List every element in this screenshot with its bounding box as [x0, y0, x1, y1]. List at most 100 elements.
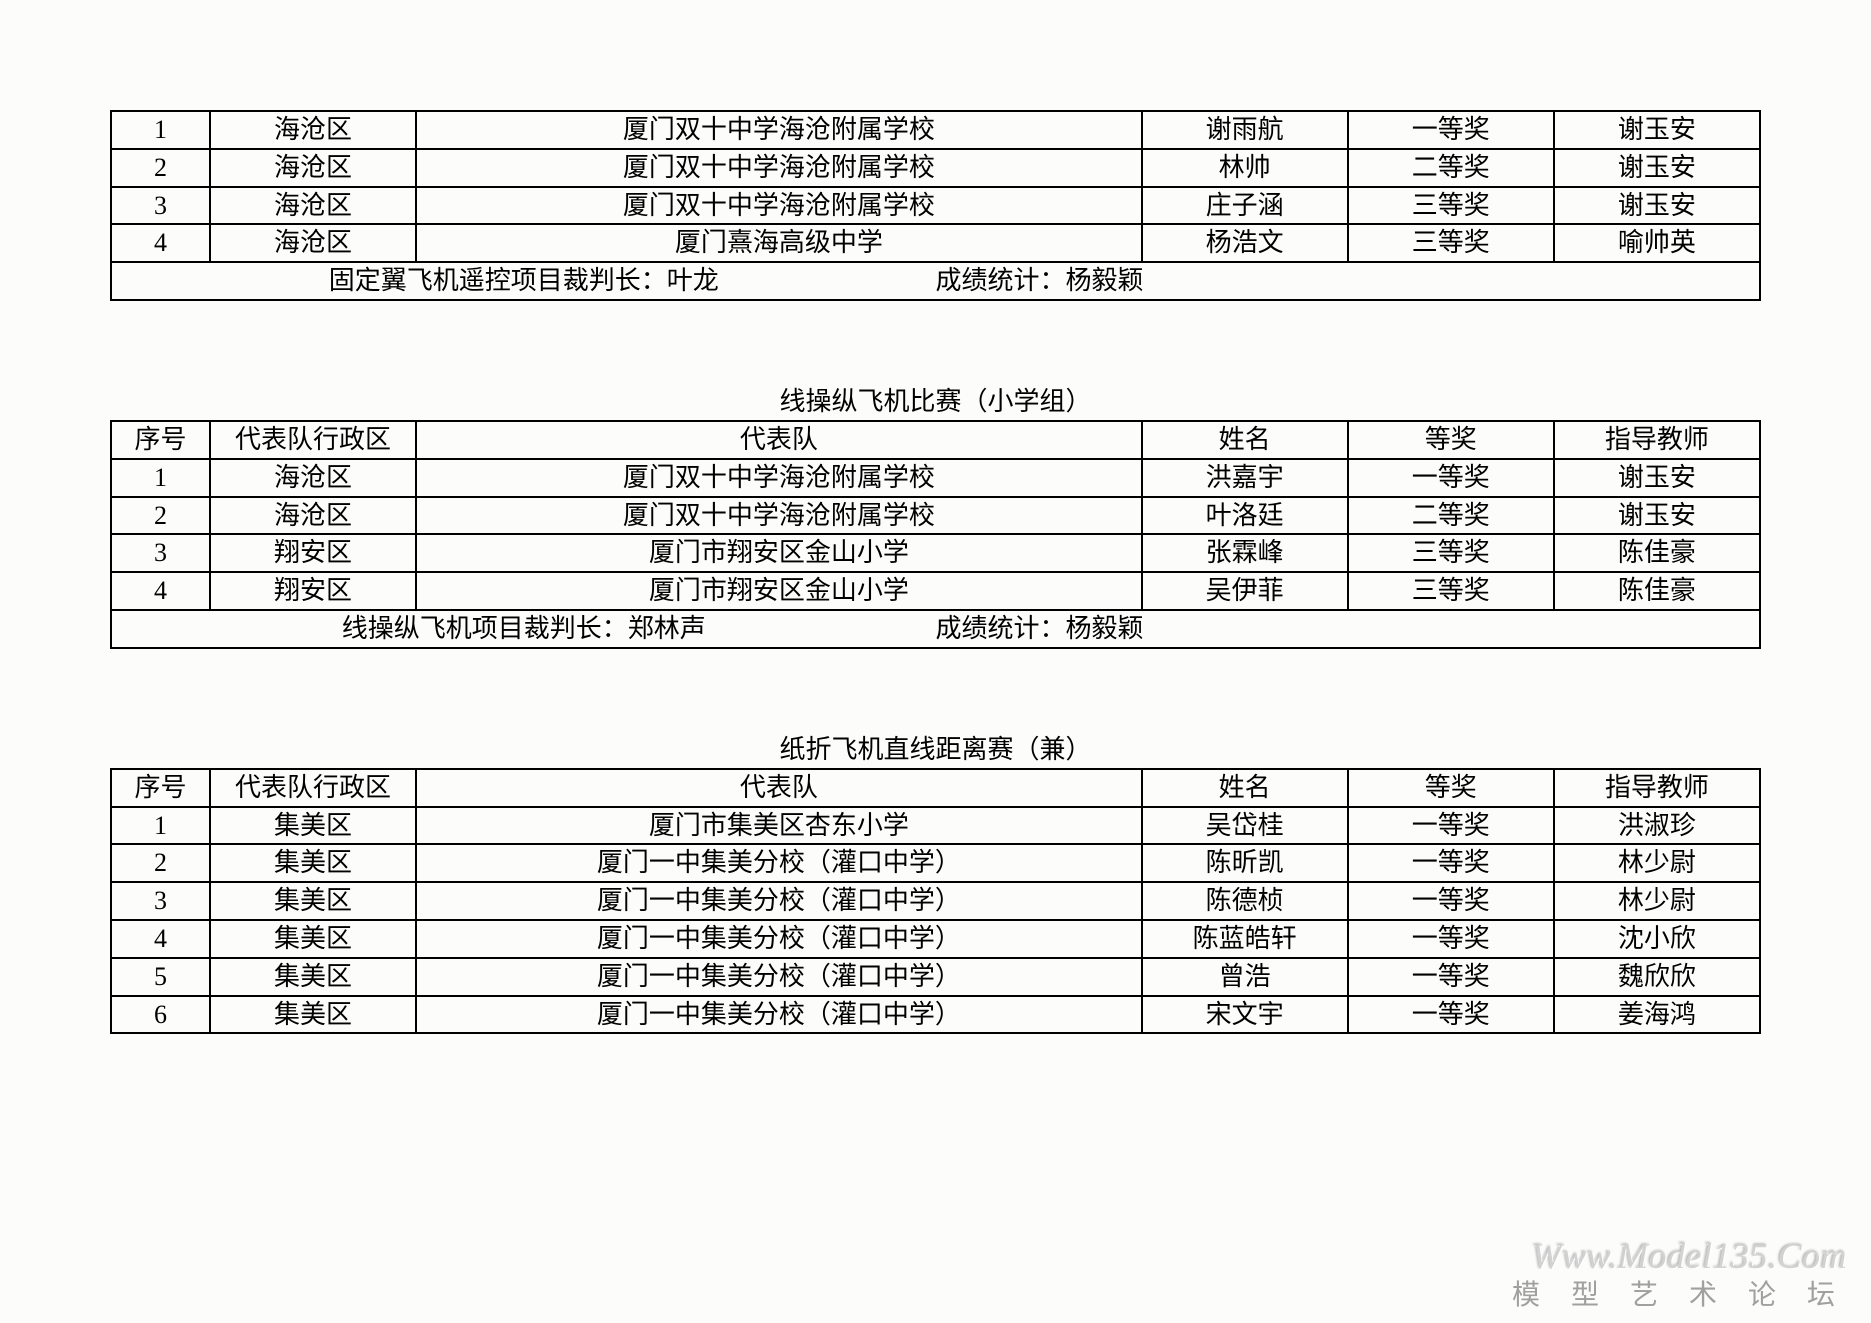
table-row: 2集美区厦门一中集美分校（灌口中学）陈昕凯一等奖林少尉 — [111, 844, 1760, 882]
footer-cell: 固定翼飞机遥控项目裁判长：叶龙成绩统计：杨毅颖 — [111, 262, 1760, 300]
cell-teacher: 沈小欣 — [1554, 920, 1760, 958]
cell-award: 三等奖 — [1348, 572, 1554, 610]
cell-name: 陈德桢 — [1142, 882, 1348, 920]
table-row: 1海沧区厦门双十中学海沧附属学校谢雨航一等奖谢玉安 — [111, 111, 1760, 149]
header-cell-teacher: 指导教师 — [1554, 769, 1760, 807]
cell-team: 厦门双十中学海沧附属学校 — [416, 497, 1142, 535]
cell-num: 4 — [111, 572, 210, 610]
cell-region: 翔安区 — [210, 534, 416, 572]
cell-name: 宋文宇 — [1142, 996, 1348, 1034]
cell-award: 三等奖 — [1348, 224, 1554, 262]
cell-name: 陈昕凯 — [1142, 844, 1348, 882]
cell-num: 3 — [111, 534, 210, 572]
cell-award: 二等奖 — [1348, 149, 1554, 187]
cell-name: 谢雨航 — [1142, 111, 1348, 149]
cell-team: 厦门一中集美分校（灌口中学） — [416, 920, 1142, 958]
results-table: 序号代表队行政区代表队姓名等奖指导教师1海沧区厦门双十中学海沧附属学校洪嘉宇一等… — [110, 420, 1761, 649]
table-footer-row: 固定翼飞机遥控项目裁判长：叶龙成绩统计：杨毅颖 — [111, 262, 1760, 300]
cell-award: 二等奖 — [1348, 497, 1554, 535]
header-cell-region: 代表队行政区 — [210, 769, 416, 807]
section-title: 纸折飞机直线距离赛（兼） — [110, 729, 1761, 766]
section-title: 线操纵飞机比赛（小学组） — [110, 381, 1761, 418]
cell-award: 一等奖 — [1348, 882, 1554, 920]
watermark-url: Www.Model135.Com — [1512, 1235, 1847, 1277]
footer-judge: 固定翼飞机遥控项目裁判长：叶龙 — [112, 264, 936, 298]
cell-num: 6 — [111, 996, 210, 1034]
cell-teacher: 谢玉安 — [1554, 459, 1760, 497]
header-cell-team: 代表队 — [416, 769, 1142, 807]
cell-teacher: 林少尉 — [1554, 844, 1760, 882]
cell-region: 集美区 — [210, 844, 416, 882]
cell-region: 翔安区 — [210, 572, 416, 610]
header-cell-region: 代表队行政区 — [210, 421, 416, 459]
results-table: 序号代表队行政区代表队姓名等奖指导教师1集美区厦门市集美区杏东小学吴岱桂一等奖洪… — [110, 768, 1761, 1035]
cell-region: 海沧区 — [210, 149, 416, 187]
table-row: 4翔安区厦门市翔安区金山小学吴伊菲三等奖陈佳豪 — [111, 572, 1760, 610]
cell-num: 4 — [111, 224, 210, 262]
cell-team: 厦门双十中学海沧附属学校 — [416, 149, 1142, 187]
cell-name: 洪嘉宇 — [1142, 459, 1348, 497]
cell-region: 集美区 — [210, 958, 416, 996]
cell-team: 厦门一中集美分校（灌口中学） — [416, 882, 1142, 920]
cell-name: 吴岱桂 — [1142, 807, 1348, 845]
cell-num: 3 — [111, 187, 210, 225]
header-cell-award: 等奖 — [1348, 769, 1554, 807]
cell-region: 海沧区 — [210, 459, 416, 497]
cell-award: 三等奖 — [1348, 534, 1554, 572]
cell-name: 张霖峰 — [1142, 534, 1348, 572]
cell-region: 集美区 — [210, 882, 416, 920]
results-table: 1海沧区厦门双十中学海沧附属学校谢雨航一等奖谢玉安2海沧区厦门双十中学海沧附属学… — [110, 110, 1761, 301]
header-cell-name: 姓名 — [1142, 421, 1348, 459]
table-row: 3翔安区厦门市翔安区金山小学张霖峰三等奖陈佳豪 — [111, 534, 1760, 572]
table-row: 1海沧区厦门双十中学海沧附属学校洪嘉宇一等奖谢玉安 — [111, 459, 1760, 497]
cell-region: 海沧区 — [210, 224, 416, 262]
cell-award: 三等奖 — [1348, 187, 1554, 225]
table-header-row: 序号代表队行政区代表队姓名等奖指导教师 — [111, 769, 1760, 807]
cell-teacher: 谢玉安 — [1554, 111, 1760, 149]
cell-team: 厦门一中集美分校（灌口中学） — [416, 996, 1142, 1034]
footer-cell: 线操纵飞机项目裁判长：郑林声成绩统计：杨毅颖 — [111, 610, 1760, 648]
cell-teacher: 洪淑珍 — [1554, 807, 1760, 845]
table-footer-row: 线操纵飞机项目裁判长：郑林声成绩统计：杨毅颖 — [111, 610, 1760, 648]
cell-teacher: 陈佳豪 — [1554, 534, 1760, 572]
cell-award: 一等奖 — [1348, 807, 1554, 845]
cell-award: 一等奖 — [1348, 958, 1554, 996]
cell-teacher: 林少尉 — [1554, 882, 1760, 920]
cell-name: 杨浩文 — [1142, 224, 1348, 262]
cell-award: 一等奖 — [1348, 920, 1554, 958]
cell-num: 1 — [111, 807, 210, 845]
header-cell-teacher: 指导教师 — [1554, 421, 1760, 459]
header-cell-num: 序号 — [111, 769, 210, 807]
cell-team: 厦门市集美区杏东小学 — [416, 807, 1142, 845]
table-row: 3集美区厦门一中集美分校（灌口中学）陈德桢一等奖林少尉 — [111, 882, 1760, 920]
cell-region: 海沧区 — [210, 111, 416, 149]
cell-region: 集美区 — [210, 996, 416, 1034]
cell-teacher: 谢玉安 — [1554, 187, 1760, 225]
watermark-cn: 模 型 艺 术 论 坛 — [1512, 1273, 1847, 1313]
cell-num: 4 — [111, 920, 210, 958]
cell-award: 一等奖 — [1348, 844, 1554, 882]
cell-award: 一等奖 — [1348, 111, 1554, 149]
cell-award: 一等奖 — [1348, 996, 1554, 1034]
cell-teacher: 谢玉安 — [1554, 497, 1760, 535]
table-row: 1集美区厦门市集美区杏东小学吴岱桂一等奖洪淑珍 — [111, 807, 1760, 845]
footer-stats: 成绩统计：杨毅颖 — [936, 264, 1760, 298]
cell-teacher: 姜海鸿 — [1554, 996, 1760, 1034]
cell-team: 厦门市翔安区金山小学 — [416, 572, 1142, 610]
footer-judge: 线操纵飞机项目裁判长：郑林声 — [112, 612, 936, 646]
header-cell-team: 代表队 — [416, 421, 1142, 459]
cell-team: 厦门熹海高级中学 — [416, 224, 1142, 262]
cell-teacher: 陈佳豪 — [1554, 572, 1760, 610]
cell-team: 厦门双十中学海沧附属学校 — [416, 111, 1142, 149]
cell-teacher: 喻帅英 — [1554, 224, 1760, 262]
cell-region: 海沧区 — [210, 497, 416, 535]
table-row: 4海沧区厦门熹海高级中学杨浩文三等奖喻帅英 — [111, 224, 1760, 262]
header-cell-num: 序号 — [111, 421, 210, 459]
table-row: 4集美区厦门一中集美分校（灌口中学）陈蓝皓轩一等奖沈小欣 — [111, 920, 1760, 958]
cell-num: 5 — [111, 958, 210, 996]
cell-award: 一等奖 — [1348, 459, 1554, 497]
table-row: 6集美区厦门一中集美分校（灌口中学）宋文宇一等奖姜海鸿 — [111, 996, 1760, 1034]
cell-teacher: 谢玉安 — [1554, 149, 1760, 187]
cell-name: 林帅 — [1142, 149, 1348, 187]
cell-name: 吴伊菲 — [1142, 572, 1348, 610]
